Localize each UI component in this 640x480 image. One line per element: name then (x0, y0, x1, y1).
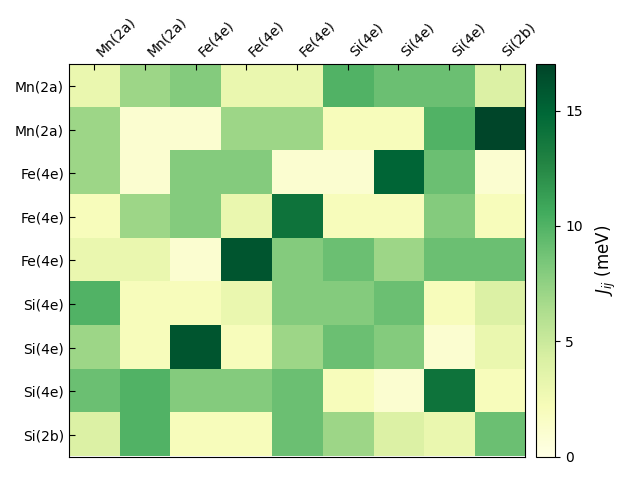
Y-axis label: $J_{ij}$ (meV): $J_{ij}$ (meV) (594, 225, 618, 296)
